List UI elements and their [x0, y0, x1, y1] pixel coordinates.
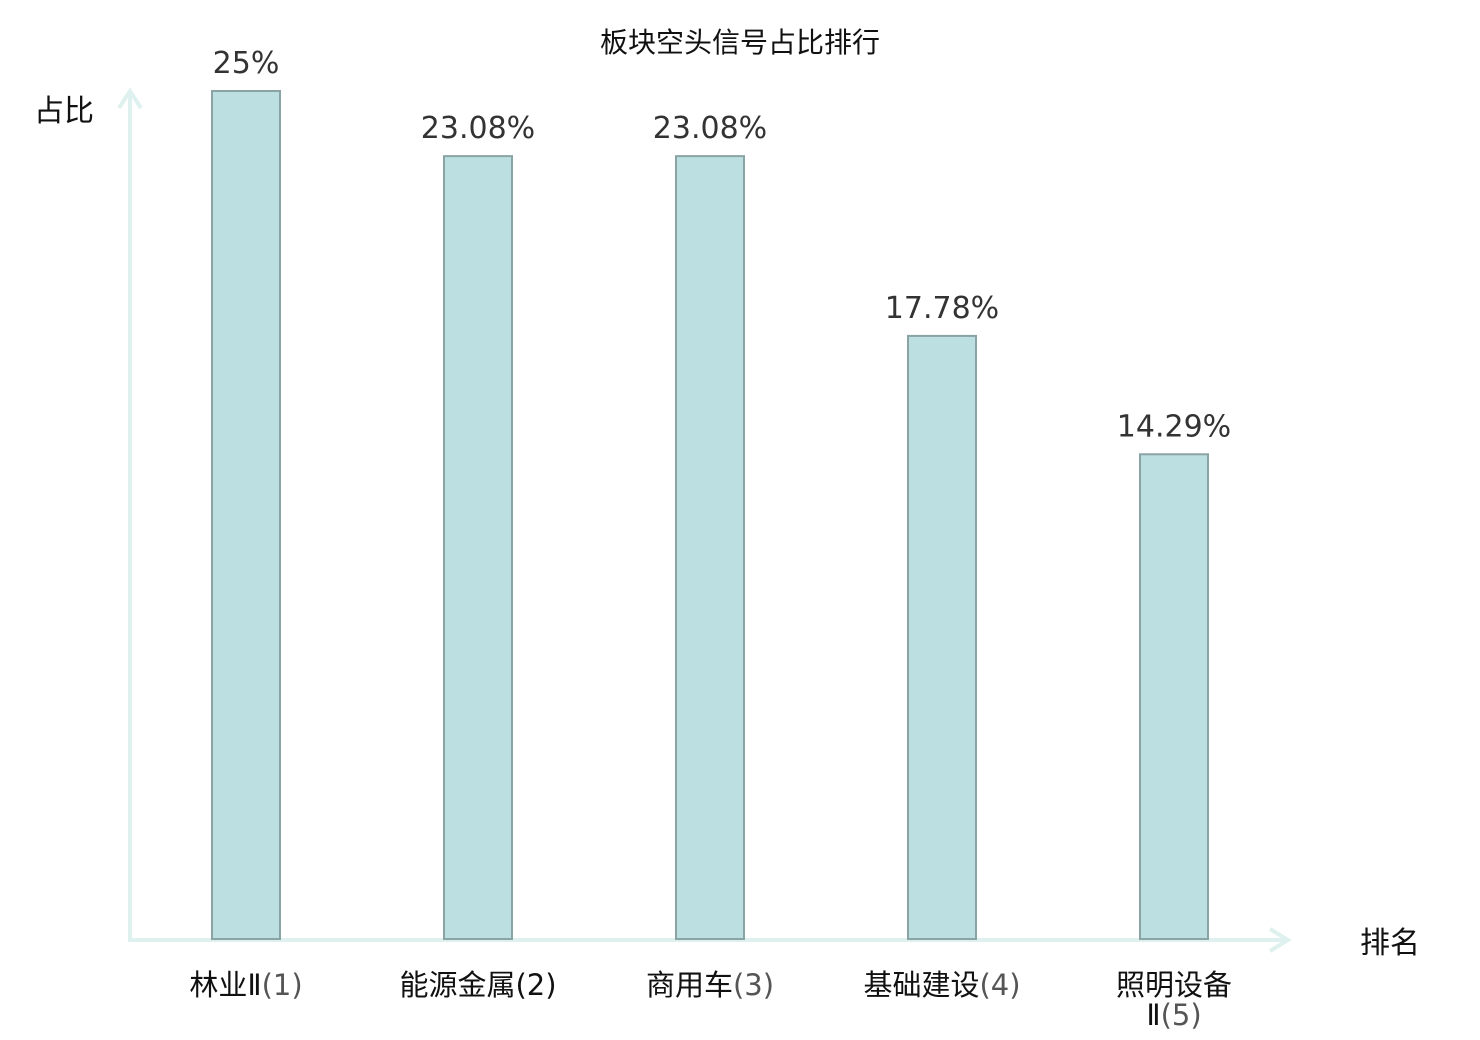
y-axis-arrow — [117, 87, 143, 110]
data-label-1: 25% — [213, 46, 280, 81]
bar-3 — [675, 155, 745, 940]
bar-2 — [443, 155, 513, 940]
category-label-3: 商用车(3) — [646, 968, 774, 1002]
category-label-4: 基础建设(4) — [863, 968, 1020, 1002]
y-axis-title: 占比 — [34, 94, 94, 129]
bar-4 — [907, 334, 977, 940]
category-label-1: 林业Ⅱ(1) — [189, 968, 302, 1002]
data-label-3: 23.08% — [653, 111, 767, 146]
data-label-2: 23.08% — [421, 111, 535, 146]
category-label-5-line2: Ⅱ(5) — [1146, 998, 1201, 1032]
x-axis-arrow — [1268, 927, 1292, 953]
x-axis-title: 排名 — [1360, 926, 1420, 961]
bar-5 — [1139, 453, 1209, 940]
chart-title: 板块空头信号占比排行 — [600, 26, 880, 59]
bar-1 — [211, 90, 281, 940]
category-label-2: 能源金属(2) — [399, 968, 556, 1002]
data-label-5: 14.29% — [1117, 409, 1231, 444]
bars: 25% 林业Ⅱ(1) 23.08% 能源金属(2) 23.08% 商用车(3) 17.78%… — [189, 46, 1232, 1032]
data-label-4: 17.78% — [885, 291, 999, 326]
category-label-5: 照明设备 — [1116, 968, 1232, 1002]
